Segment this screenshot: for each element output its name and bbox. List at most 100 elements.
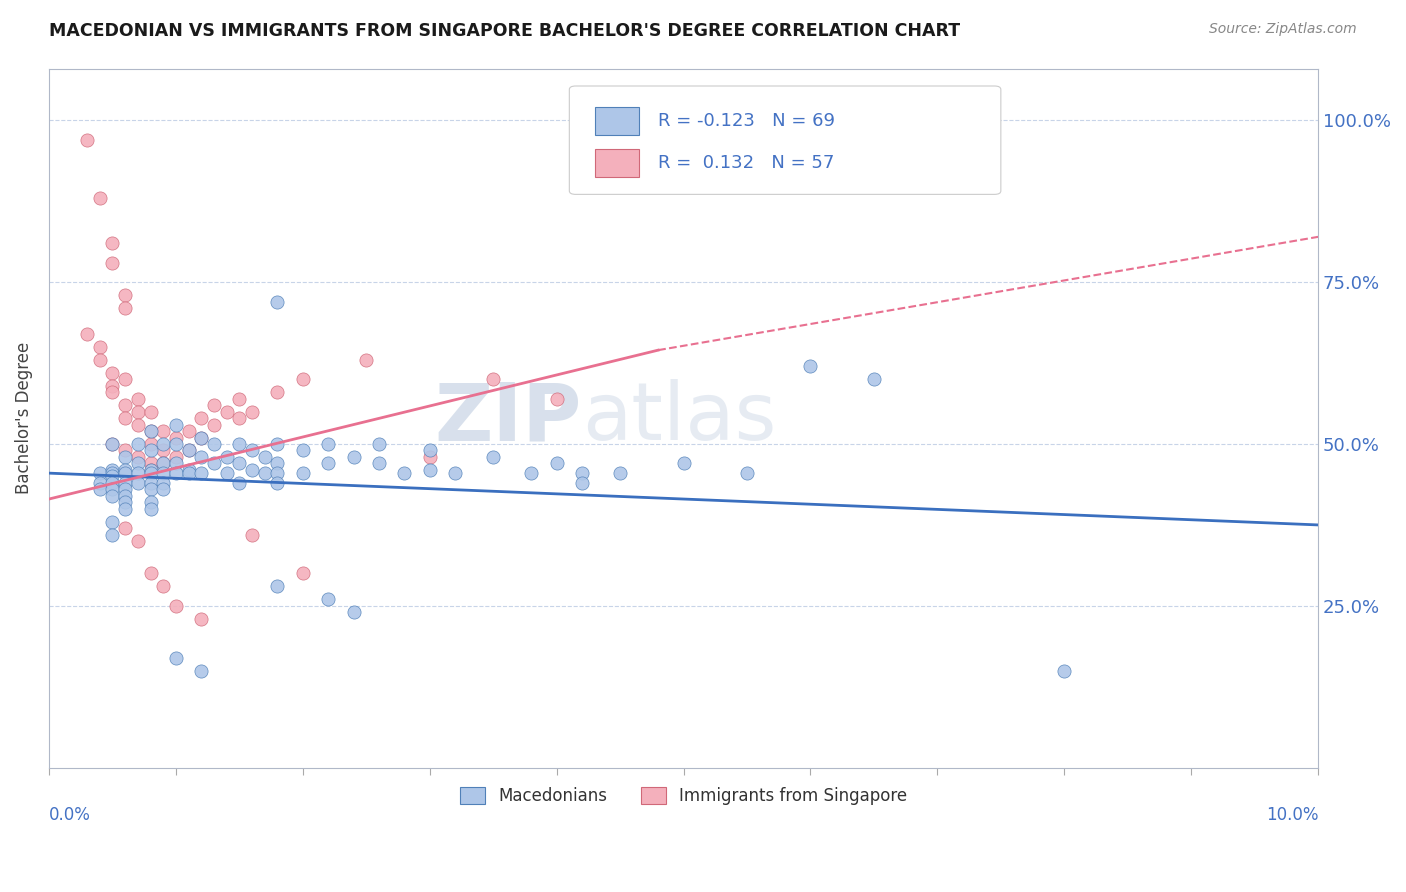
Point xyxy=(202,398,225,412)
Point xyxy=(139,457,162,471)
Text: 0.0%: 0.0% xyxy=(49,806,91,824)
Point xyxy=(316,457,339,471)
Point xyxy=(177,424,200,438)
Point xyxy=(165,466,187,480)
Point xyxy=(101,483,124,497)
Point xyxy=(672,457,695,471)
Point xyxy=(114,450,136,464)
Point xyxy=(114,463,136,477)
Point xyxy=(127,392,149,406)
Point xyxy=(165,599,187,613)
Text: 10.0%: 10.0% xyxy=(1265,806,1319,824)
Point xyxy=(419,450,441,464)
Point xyxy=(177,443,200,458)
Point xyxy=(127,404,149,418)
Point xyxy=(165,450,187,464)
Point xyxy=(228,475,250,490)
Point xyxy=(139,424,162,438)
Point xyxy=(316,592,339,607)
Point xyxy=(101,385,124,400)
Point xyxy=(101,475,124,490)
Point xyxy=(101,463,124,477)
Point xyxy=(291,466,314,480)
Point xyxy=(89,475,111,490)
Point xyxy=(152,483,174,497)
Point xyxy=(202,437,225,451)
Point xyxy=(89,466,111,480)
Point xyxy=(114,521,136,535)
Point xyxy=(76,326,98,341)
Point xyxy=(101,466,124,480)
Point xyxy=(89,352,111,367)
Point xyxy=(139,475,162,490)
Point xyxy=(101,378,124,392)
Point xyxy=(114,466,136,480)
Point xyxy=(240,404,263,418)
Legend: Macedonians, Immigrants from Singapore: Macedonians, Immigrants from Singapore xyxy=(453,780,914,812)
Point xyxy=(266,385,288,400)
Point xyxy=(139,463,162,477)
Point xyxy=(101,469,124,483)
Text: MACEDONIAN VS IMMIGRANTS FROM SINGAPORE BACHELOR'S DEGREE CORRELATION CHART: MACEDONIAN VS IMMIGRANTS FROM SINGAPORE … xyxy=(49,22,960,40)
FancyBboxPatch shape xyxy=(595,107,640,135)
Point xyxy=(139,463,162,477)
Point xyxy=(114,501,136,516)
Point xyxy=(190,664,212,678)
Point xyxy=(165,457,187,471)
Point xyxy=(139,424,162,438)
Point xyxy=(139,501,162,516)
Point xyxy=(202,457,225,471)
Text: R = -0.123   N = 69: R = -0.123 N = 69 xyxy=(658,112,835,130)
Point xyxy=(240,443,263,458)
Point xyxy=(76,133,98,147)
Text: atlas: atlas xyxy=(582,379,776,457)
Point xyxy=(190,466,212,480)
Point xyxy=(342,450,364,464)
Point xyxy=(127,534,149,549)
Point xyxy=(863,372,886,386)
Point xyxy=(89,340,111,354)
Point xyxy=(139,466,162,480)
Point xyxy=(139,404,162,418)
FancyBboxPatch shape xyxy=(569,86,1001,194)
Point xyxy=(215,450,238,464)
Point xyxy=(1053,664,1076,678)
Point xyxy=(240,527,263,541)
Point xyxy=(571,466,593,480)
Point xyxy=(202,417,225,432)
Point xyxy=(482,450,505,464)
Point xyxy=(101,437,124,451)
Point xyxy=(101,515,124,529)
Point xyxy=(291,372,314,386)
Point xyxy=(89,191,111,205)
Point xyxy=(127,417,149,432)
Point xyxy=(177,463,200,477)
Point xyxy=(228,457,250,471)
Point xyxy=(114,372,136,386)
Point xyxy=(482,372,505,386)
Point xyxy=(177,466,200,480)
Point xyxy=(520,466,543,480)
Point xyxy=(190,450,212,464)
Point xyxy=(101,256,124,270)
Point xyxy=(114,301,136,315)
Point xyxy=(152,475,174,490)
Point xyxy=(101,366,124,380)
Point xyxy=(114,398,136,412)
Point xyxy=(101,527,124,541)
Point xyxy=(228,411,250,425)
Point xyxy=(342,605,364,619)
Point xyxy=(127,450,149,464)
Point xyxy=(419,463,441,477)
Point xyxy=(101,236,124,251)
Point xyxy=(152,424,174,438)
Text: Source: ZipAtlas.com: Source: ZipAtlas.com xyxy=(1209,22,1357,37)
Point xyxy=(571,475,593,490)
Point xyxy=(228,437,250,451)
Point xyxy=(799,359,821,374)
Y-axis label: Bachelor's Degree: Bachelor's Degree xyxy=(15,342,32,494)
Point xyxy=(266,294,288,309)
Point xyxy=(139,495,162,509)
Point xyxy=(114,475,136,490)
Point xyxy=(165,437,187,451)
